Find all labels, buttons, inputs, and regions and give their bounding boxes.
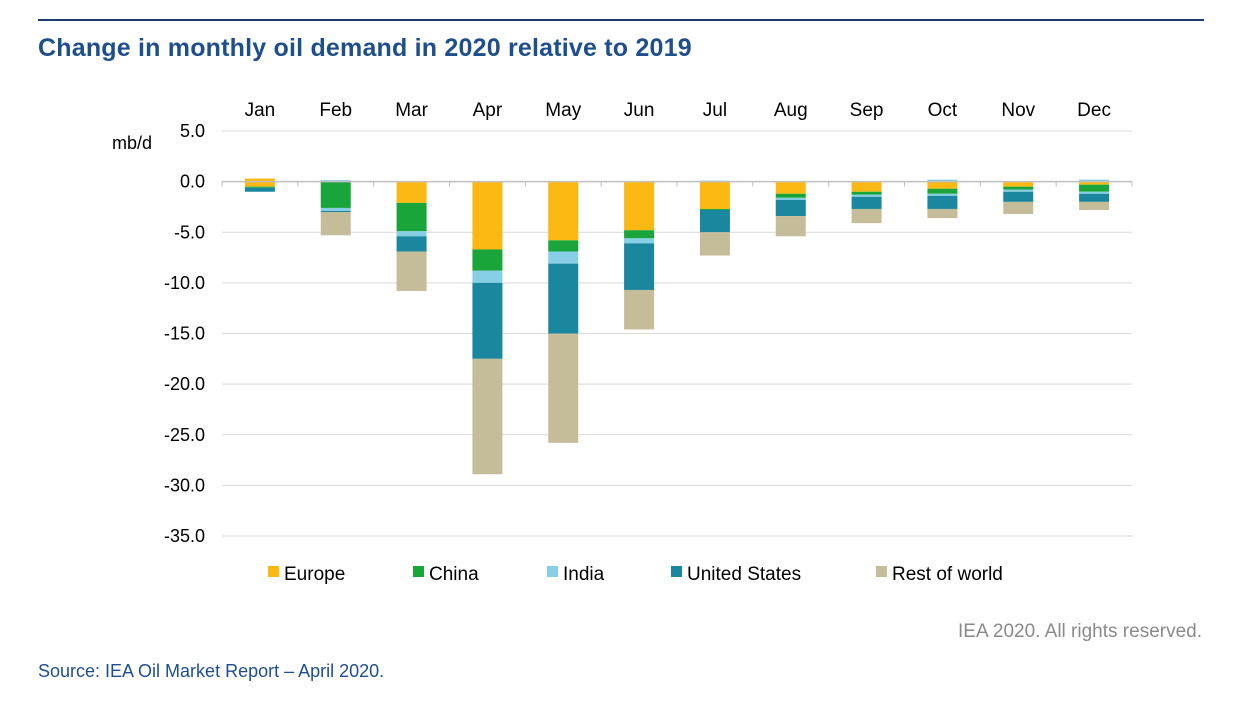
x-category-label: May bbox=[545, 100, 581, 121]
y-axis-label: mb/d bbox=[112, 133, 152, 153]
bar-segment-china bbox=[244, 186, 275, 188]
bar-segment-united-states bbox=[775, 199, 806, 217]
bar-segment-rest-of-world bbox=[699, 232, 730, 256]
bar-segment-united-states bbox=[396, 236, 427, 252]
bar-segment-china bbox=[1079, 184, 1110, 192]
bar-segment-india bbox=[1079, 191, 1110, 194]
bar-segment-rest-of-world bbox=[851, 208, 882, 224]
bar-segment-rest-of-world bbox=[624, 289, 655, 330]
x-category-label: Mar bbox=[395, 100, 428, 121]
bar-segment-europe bbox=[851, 181, 882, 192]
x-category-label: Apr bbox=[473, 100, 503, 121]
bar-segment-china bbox=[472, 249, 503, 271]
bar-segment-united-states bbox=[244, 187, 275, 192]
bar-segment-india bbox=[775, 197, 806, 200]
bar-segment-china bbox=[396, 202, 427, 232]
bar-segment-rest-of-world bbox=[927, 208, 958, 219]
bar-segment-united-states bbox=[851, 196, 882, 209]
bar-segment-europe bbox=[927, 181, 958, 189]
bar-segment-united-states bbox=[699, 209, 730, 233]
x-category-label: Jun bbox=[624, 100, 655, 121]
bar-segment-china bbox=[548, 240, 579, 252]
y-tick-label: 0.0 bbox=[180, 172, 205, 192]
x-category-label: Sep bbox=[850, 100, 884, 121]
bar-segment-positive bbox=[320, 180, 351, 182]
bar-segment-europe bbox=[699, 181, 730, 209]
bar-segment-india bbox=[851, 194, 882, 197]
legend-swatch bbox=[547, 566, 558, 577]
bar-segment-rest-of-world bbox=[1003, 201, 1034, 215]
bar-segment-europe bbox=[624, 181, 655, 231]
legend-swatch bbox=[413, 566, 424, 577]
x-category-label: Jan bbox=[245, 100, 276, 121]
legend-label: Rest of world bbox=[892, 564, 1003, 585]
bar-segment-europe bbox=[244, 181, 275, 187]
bar-segment-india bbox=[320, 207, 351, 211]
bar-segment-china bbox=[320, 181, 351, 208]
legend-label: Europe bbox=[284, 564, 345, 585]
bar-segment-china bbox=[699, 208, 730, 210]
legend-label: United States bbox=[687, 564, 801, 585]
bar-segment-china bbox=[775, 193, 806, 198]
bar-segment-europe bbox=[472, 181, 503, 250]
y-tick-label: -25.0 bbox=[164, 425, 205, 445]
x-category-label: Feb bbox=[319, 100, 352, 121]
bar-segment-europe bbox=[1003, 181, 1034, 187]
copyright-note: IEA 2020. All rights reserved. bbox=[958, 621, 1202, 642]
bar-segment-united-states bbox=[1003, 191, 1034, 202]
bar-segment-china bbox=[927, 188, 958, 194]
bar-segment-rest-of-world bbox=[1079, 201, 1110, 210]
bar-segment-europe bbox=[548, 181, 579, 241]
y-tick-label: -15.0 bbox=[164, 324, 205, 344]
bar-segment-india bbox=[548, 251, 579, 264]
bar-segment-rest-of-world bbox=[472, 358, 503, 475]
legend-label: China bbox=[429, 564, 479, 585]
bar-segment-positive bbox=[927, 179, 958, 182]
bar-segment-rest-of-world bbox=[320, 212, 351, 236]
bar-segment-china bbox=[851, 191, 882, 195]
y-tick-label: -10.0 bbox=[164, 273, 205, 293]
x-category-label: Jul bbox=[703, 100, 727, 121]
y-tick-label: -20.0 bbox=[164, 374, 205, 394]
legend-swatch bbox=[671, 566, 682, 577]
bar-segment-united-states bbox=[548, 263, 579, 334]
legend-swatch bbox=[876, 566, 887, 577]
bar-segment-united-states bbox=[320, 210, 351, 212]
bar-segment-china bbox=[624, 230, 655, 239]
legend-label: India bbox=[563, 564, 605, 585]
bar-segment-united-states bbox=[1079, 193, 1110, 202]
y-tick-label: 5.0 bbox=[180, 121, 205, 141]
y-tick-label: -30.0 bbox=[164, 475, 205, 495]
source-note: Source: IEA Oil Market Report – April 20… bbox=[38, 661, 385, 681]
bar-segment-rest-of-world bbox=[396, 251, 427, 291]
x-category-label: Nov bbox=[1001, 100, 1035, 121]
bar-segment-rest-of-world bbox=[775, 216, 806, 237]
x-category-label: Dec bbox=[1077, 100, 1111, 121]
bar-segment-united-states bbox=[927, 195, 958, 209]
bar-segment-india bbox=[927, 193, 958, 196]
legend-swatch bbox=[268, 566, 279, 577]
bar-segment-europe bbox=[396, 181, 427, 203]
x-category-label: Aug bbox=[774, 100, 808, 121]
bar-segment-europe bbox=[1079, 181, 1110, 185]
bar-segment-india bbox=[472, 270, 503, 283]
bar-segment-india bbox=[1003, 189, 1034, 192]
x-category-label: Oct bbox=[928, 100, 958, 121]
y-tick-label: -35.0 bbox=[164, 526, 205, 546]
bar-segment-positive bbox=[1079, 179, 1110, 182]
bar-segment-united-states bbox=[472, 282, 503, 359]
bar-segment-china bbox=[1003, 186, 1034, 190]
bar-segment-positive bbox=[244, 178, 275, 182]
y-tick-label: -5.0 bbox=[174, 222, 205, 242]
bar-segment-rest-of-world bbox=[548, 333, 579, 443]
bar-segment-united-states bbox=[624, 243, 655, 290]
bar-segment-india bbox=[624, 238, 655, 244]
bar-segment-europe bbox=[775, 181, 806, 194]
chart-title: Change in monthly oil demand in 2020 rel… bbox=[38, 34, 692, 62]
top-rule bbox=[38, 19, 1204, 21]
bar-segment-india bbox=[396, 231, 427, 237]
